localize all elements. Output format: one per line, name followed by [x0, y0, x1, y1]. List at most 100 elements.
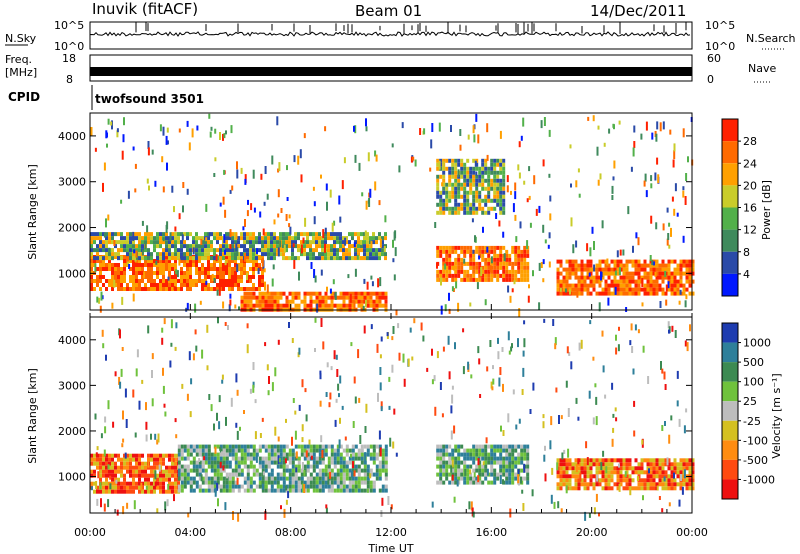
heatmap-cell — [586, 267, 590, 272]
heatmap-cell — [637, 279, 641, 284]
heatmap-cell — [640, 486, 644, 491]
heatmap-cell — [162, 267, 165, 271]
heatmap-cell — [655, 279, 659, 284]
heatmap-cell — [445, 269, 449, 274]
heatmap-cell — [261, 303, 265, 308]
heatmap-cell — [270, 460, 274, 465]
heatmap-cell — [484, 245, 488, 250]
heatmap-cell — [255, 236, 258, 241]
heatmap-cell — [502, 182, 506, 187]
heatmap-cell — [135, 473, 138, 478]
heatmap-cell — [493, 170, 497, 175]
heatmap-cell — [114, 275, 117, 279]
heatmap-cell — [457, 456, 461, 461]
heatmap-cell — [306, 444, 310, 449]
heatmap-cell — [114, 279, 117, 283]
heatmap-cell — [254, 431, 257, 440]
heatmap-cell — [670, 283, 674, 288]
heatmap-cell — [659, 122, 662, 132]
heatmap-cell — [282, 252, 285, 257]
heatmap-cell — [595, 279, 599, 284]
heatmap-cell — [676, 212, 679, 217]
heatmap-cell — [111, 302, 114, 309]
heatmap-cell — [496, 245, 500, 250]
heatmap-cell — [667, 275, 671, 280]
heatmap-cell — [571, 470, 575, 475]
heatmap-cell — [366, 448, 370, 453]
heatmap-cell — [460, 162, 464, 167]
heatmap-cell — [120, 469, 123, 474]
colorbar-swatch — [722, 273, 738, 296]
heatmap-cell — [117, 481, 120, 486]
heatmap-cell — [478, 277, 482, 282]
heatmap-cell — [490, 460, 494, 465]
heatmap-cell — [276, 299, 280, 304]
heatmap-cell — [174, 256, 177, 261]
heatmap-cell — [663, 476, 666, 482]
heatmap-cell — [543, 454, 546, 462]
heatmap-cell — [571, 271, 575, 276]
heatmap-cell — [198, 279, 201, 283]
heatmap-cell — [177, 279, 180, 283]
heatmap-cell — [107, 464, 110, 470]
heatmap-cell — [123, 236, 126, 241]
heatmap-cell — [517, 253, 521, 258]
heatmap-cell — [577, 291, 581, 296]
heatmap-cell — [162, 287, 165, 291]
heatmap-cell — [165, 473, 168, 478]
heatmap-cell — [102, 473, 105, 478]
heatmap-cell — [333, 480, 337, 485]
heatmap-cell — [132, 146, 135, 151]
heatmap-cell — [234, 259, 237, 263]
heatmap-cell — [478, 198, 482, 203]
heatmap-cell — [586, 275, 590, 280]
heatmap-cell — [395, 309, 398, 316]
heatmap-cell — [661, 482, 665, 487]
heatmap-cell — [270, 232, 273, 237]
heatmap-cell — [616, 250, 619, 258]
heatmap-cell — [444, 263, 447, 270]
heatmap-cell — [490, 178, 494, 183]
heatmap-cell — [198, 458, 201, 462]
heatmap-cell — [517, 245, 521, 250]
heatmap-cell — [216, 456, 220, 461]
heatmap-cell — [122, 506, 125, 515]
heatmap-cell — [463, 452, 467, 457]
heatmap-cell — [577, 283, 581, 288]
heatmap-cell — [431, 501, 434, 508]
heatmap-cell — [330, 452, 334, 457]
heatmap-cell — [442, 346, 445, 352]
heatmap-cell — [183, 283, 186, 287]
heatmap-cell — [258, 287, 261, 291]
heatmap-cell — [460, 269, 464, 274]
heatmap-cell — [469, 202, 473, 207]
heatmap-cell — [135, 287, 138, 291]
heatmap-cell — [171, 473, 174, 478]
heatmap-cell — [610, 259, 614, 264]
heatmap-cell — [252, 169, 255, 179]
heatmap-cell — [336, 488, 340, 493]
heatmap-cell — [144, 263, 147, 267]
heatmap-cell — [345, 444, 349, 449]
heatmap-cell — [249, 240, 252, 245]
heatmap-cell — [604, 283, 608, 288]
heatmap-cell — [270, 472, 274, 477]
heatmap-cell — [243, 287, 246, 291]
heatmap-cell — [625, 474, 629, 479]
heatmap-cell — [216, 275, 219, 279]
heatmap-cell — [262, 228, 265, 236]
heatmap-cell — [381, 244, 384, 249]
heatmap-cell — [156, 259, 159, 263]
heatmap-cell — [367, 152, 370, 162]
heatmap-cell — [216, 412, 218, 421]
heatmap-cell — [360, 232, 363, 237]
heatmap-cell — [132, 389, 135, 398]
heatmap-cell — [292, 243, 295, 248]
heatmap-cell — [360, 295, 364, 300]
heatmap-cell — [339, 472, 343, 477]
heatmap-cell — [198, 275, 201, 279]
heatmap-cell — [616, 482, 620, 487]
heatmap-cell — [658, 466, 662, 471]
